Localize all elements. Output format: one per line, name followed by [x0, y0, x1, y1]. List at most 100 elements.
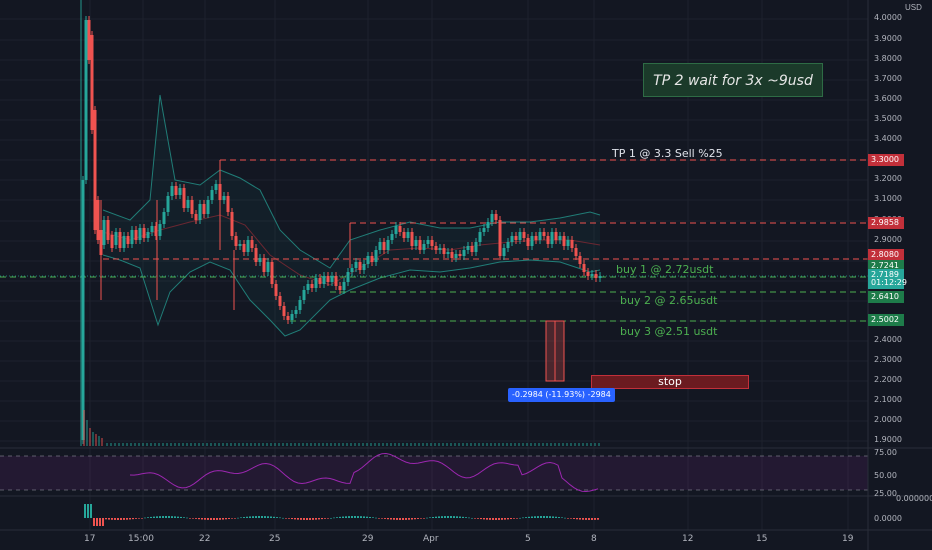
candle-body[interactable]	[466, 246, 470, 250]
candle-body[interactable]	[510, 236, 514, 242]
candle-body[interactable]	[130, 230, 134, 244]
candle-body[interactable]	[262, 258, 266, 272]
candle-body[interactable]	[250, 240, 254, 248]
candle-body[interactable]	[562, 236, 566, 246]
candle-body[interactable]	[550, 232, 554, 244]
candle-body[interactable]	[110, 235, 114, 248]
candle-body[interactable]	[542, 232, 546, 236]
candle-body[interactable]	[458, 254, 462, 256]
candle-body[interactable]	[530, 236, 534, 246]
candle-body[interactable]	[598, 276, 602, 278]
candle-body[interactable]	[242, 244, 246, 252]
candle-body[interactable]	[454, 254, 458, 258]
candle-body[interactable]	[370, 256, 374, 262]
candle-body[interactable]	[174, 186, 178, 195]
candle-body[interactable]	[278, 296, 282, 306]
candle-body[interactable]	[534, 236, 538, 240]
candle-body[interactable]	[538, 232, 542, 240]
candle-body[interactable]	[106, 220, 110, 240]
candle-body[interactable]	[290, 314, 294, 320]
candle-body[interactable]	[226, 196, 230, 212]
candle-body[interactable]	[442, 248, 446, 254]
candle-body[interactable]	[322, 276, 326, 284]
candle-body[interactable]	[546, 236, 550, 244]
candle-body[interactable]	[406, 232, 410, 238]
candle-body[interactable]	[150, 226, 154, 232]
currency-label[interactable]: USD	[905, 3, 922, 12]
buy1-label[interactable]: buy 1 @ 2.72usdt	[616, 263, 714, 276]
candle-body[interactable]	[274, 284, 278, 296]
candle-body[interactable]	[430, 240, 434, 246]
candle-body[interactable]	[594, 274, 598, 278]
candle-body[interactable]	[114, 232, 118, 245]
candle-body[interactable]	[354, 262, 358, 268]
candle-body[interactable]	[446, 252, 450, 254]
candle-body[interactable]	[266, 262, 270, 272]
candle-body[interactable]	[134, 230, 138, 240]
candle-body[interactable]	[214, 184, 218, 190]
candle-body[interactable]	[230, 212, 234, 236]
candle-body[interactable]	[350, 268, 354, 272]
candle-body[interactable]	[314, 278, 318, 288]
candle-body[interactable]	[386, 240, 390, 250]
candle-body[interactable]	[238, 244, 242, 246]
candle-body[interactable]	[198, 204, 202, 220]
candle-body[interactable]	[190, 200, 194, 214]
candle-body[interactable]	[498, 220, 502, 256]
candle-body[interactable]	[138, 228, 142, 240]
candle-body[interactable]	[206, 200, 210, 214]
candlesticks[interactable]	[81, 16, 602, 444]
candle-body[interactable]	[506, 242, 510, 248]
candle-body[interactable]	[518, 232, 522, 240]
candle-body[interactable]	[478, 232, 482, 242]
candle-body[interactable]	[398, 226, 402, 232]
candle-body[interactable]	[166, 196, 170, 212]
candle-body[interactable]	[234, 236, 238, 246]
candle-body[interactable]	[158, 224, 162, 236]
candle-body[interactable]	[522, 232, 526, 238]
candle-body[interactable]	[326, 276, 330, 282]
candle-body[interactable]	[334, 276, 338, 286]
candle-body[interactable]	[434, 246, 438, 250]
candle-body[interactable]	[582, 264, 586, 272]
candle-body[interactable]	[270, 262, 274, 284]
candle-body[interactable]	[186, 200, 190, 208]
candle-body[interactable]	[394, 226, 398, 234]
candle-body[interactable]	[418, 240, 422, 250]
candle-body[interactable]	[586, 272, 590, 276]
candle-body[interactable]	[90, 35, 94, 130]
candle-body[interactable]	[122, 236, 126, 248]
candle-body[interactable]	[570, 240, 574, 248]
candle-body[interactable]	[87, 20, 91, 60]
candle-body[interactable]	[282, 306, 286, 316]
candle-body[interactable]	[194, 214, 198, 220]
candle-body[interactable]	[490, 214, 494, 222]
candle-body[interactable]	[178, 188, 182, 195]
candle-body[interactable]	[338, 286, 342, 290]
candle-body[interactable]	[218, 184, 222, 200]
candle-body[interactable]	[414, 240, 418, 246]
candle-body[interactable]	[254, 248, 258, 262]
candle-body[interactable]	[450, 252, 454, 258]
candle-body[interactable]	[162, 212, 166, 224]
tp1-label[interactable]: TP 1 @ 3.3 Sell %25	[612, 147, 723, 160]
candle-body[interactable]	[462, 250, 466, 256]
candle-body[interactable]	[558, 236, 562, 240]
candle-body[interactable]	[566, 240, 570, 246]
candle-body[interactable]	[170, 186, 174, 196]
buy2-label[interactable]: buy 2 @ 2.65usdt	[620, 294, 718, 307]
candle-body[interactable]	[102, 220, 106, 245]
candle-body[interactable]	[246, 240, 250, 252]
candle-body[interactable]	[554, 232, 558, 240]
candle-body[interactable]	[526, 238, 530, 246]
candle-body[interactable]	[146, 232, 150, 238]
candle-body[interactable]	[298, 300, 302, 310]
candle-body[interactable]	[470, 246, 474, 252]
candle-body[interactable]	[574, 248, 578, 256]
candle-body[interactable]	[362, 264, 366, 270]
candle-body[interactable]	[154, 226, 158, 236]
stop-zone[interactable]: stop	[591, 375, 749, 389]
buy3-label[interactable]: buy 3 @2.51 usdt	[620, 325, 718, 338]
candle-body[interactable]	[258, 258, 262, 262]
